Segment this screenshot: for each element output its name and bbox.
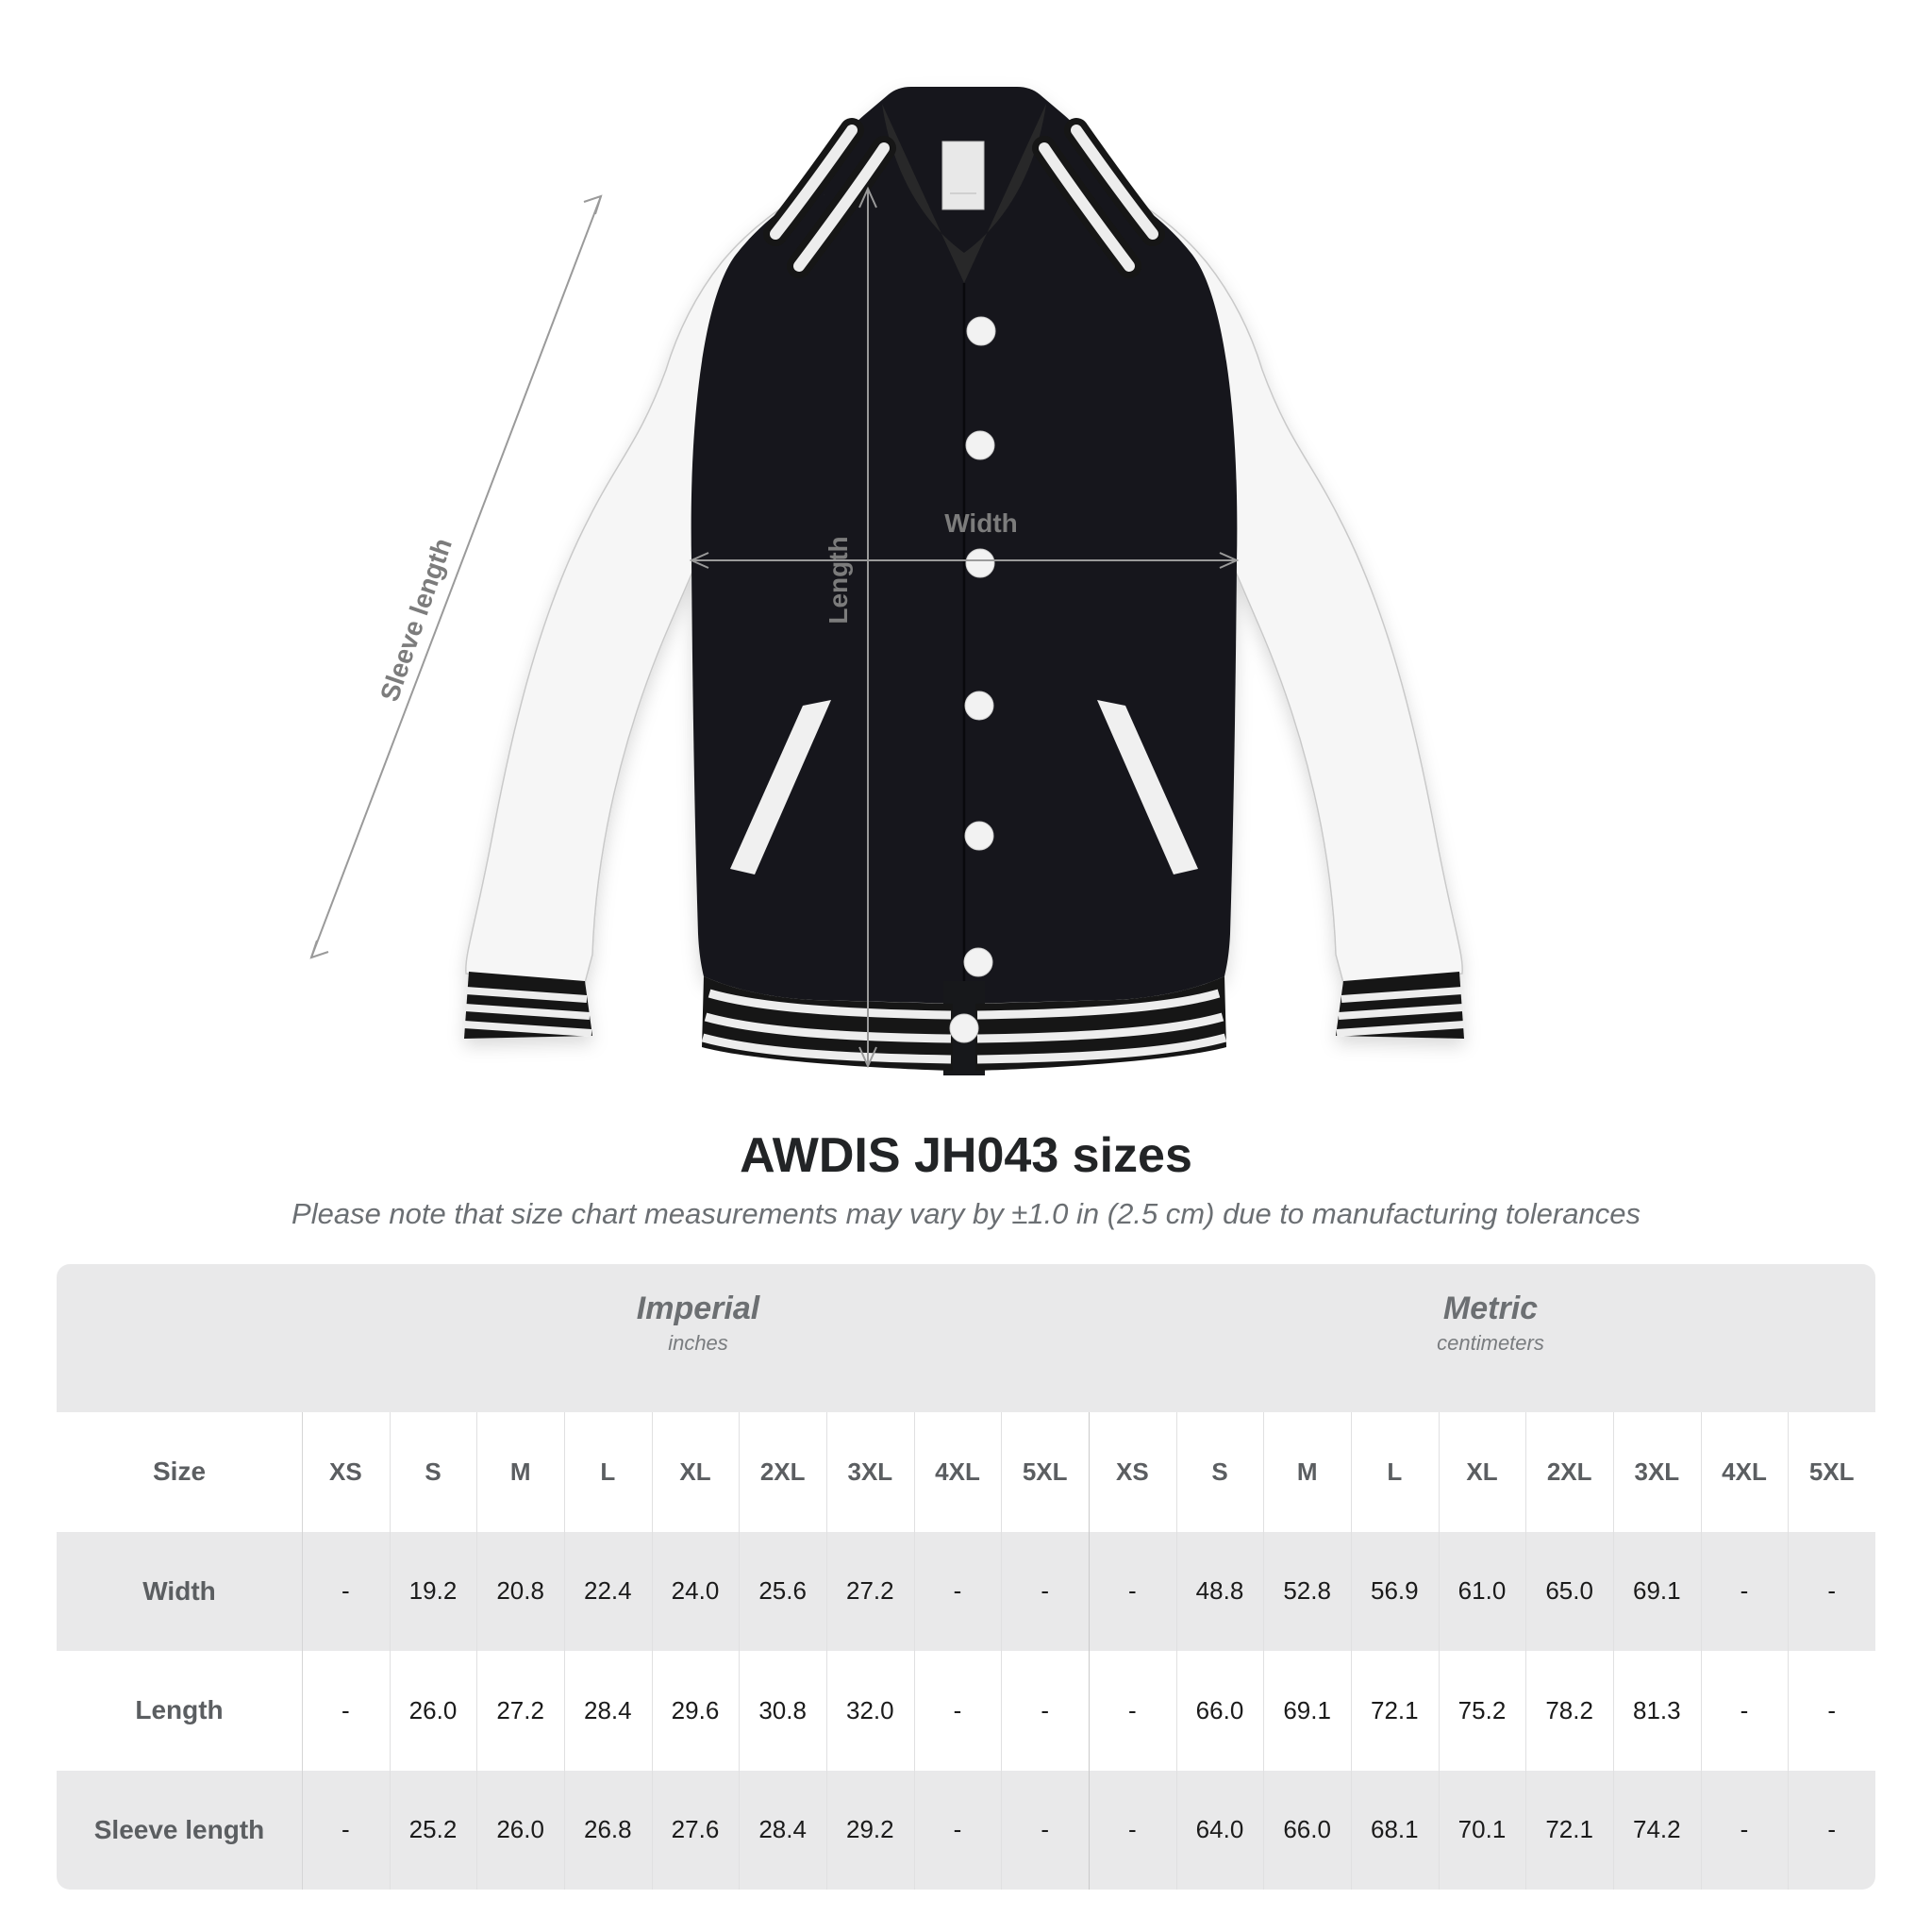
svg-text:Length: Length xyxy=(824,536,853,624)
svg-text:Width: Width xyxy=(944,508,1018,538)
svg-text:Sleeve length: Sleeve length xyxy=(375,535,458,706)
